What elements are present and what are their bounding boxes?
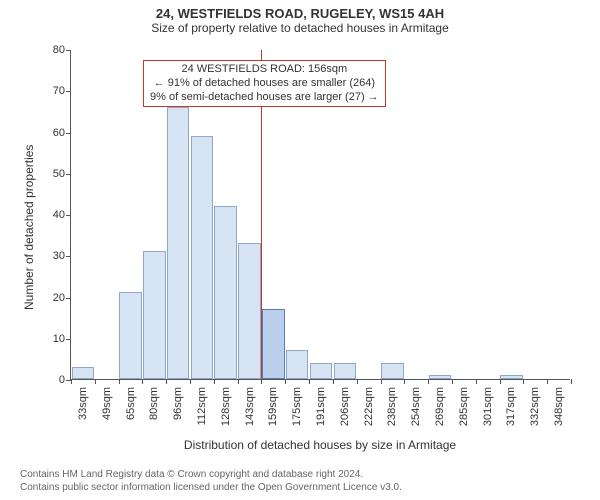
footer-attribution: Contains HM Land Registry data © Crown c… bbox=[0, 469, 600, 494]
x-tick-label: 49sqm bbox=[101, 387, 113, 420]
x-tick bbox=[285, 379, 286, 384]
y-axis-label: Number of detached properties bbox=[22, 145, 36, 310]
x-tick-label: 128sqm bbox=[220, 387, 232, 426]
footer-line: Contains public sector information licen… bbox=[20, 482, 600, 495]
histogram-bar bbox=[191, 136, 214, 379]
x-tick bbox=[142, 379, 143, 384]
histogram-bar bbox=[310, 363, 333, 380]
x-tick bbox=[476, 379, 477, 384]
x-tick-label: 301sqm bbox=[482, 387, 494, 426]
footer-line: Contains HM Land Registry data © Crown c… bbox=[20, 469, 600, 482]
histogram-bar bbox=[334, 363, 357, 380]
x-tick bbox=[428, 379, 429, 384]
y-tick-label: 60 bbox=[53, 127, 71, 139]
x-tick-label: 332sqm bbox=[529, 387, 541, 426]
x-tick-label: 33sqm bbox=[77, 387, 89, 420]
chart-subtitle: Size of property relative to detached ho… bbox=[0, 21, 600, 35]
histogram-bar bbox=[381, 363, 404, 380]
histogram-bar bbox=[167, 107, 190, 379]
histogram-bar bbox=[238, 243, 261, 379]
y-tick-label: 70 bbox=[53, 85, 71, 97]
x-tick-label: 65sqm bbox=[125, 387, 137, 420]
x-tick-label: 238sqm bbox=[386, 387, 398, 426]
x-tick-label: 112sqm bbox=[196, 387, 208, 425]
x-tick bbox=[166, 379, 167, 384]
y-tick-label: 80 bbox=[53, 44, 71, 56]
x-tick-label: 348sqm bbox=[553, 387, 565, 426]
histogram-bar bbox=[72, 367, 95, 379]
y-tick-label: 30 bbox=[53, 250, 71, 262]
x-tick-label: 80sqm bbox=[148, 387, 160, 420]
x-tick-label: 222sqm bbox=[363, 387, 375, 426]
annotation-line: 9% of semi-detached houses are larger (2… bbox=[150, 91, 379, 105]
annotation-box: 24 WESTFIELDS ROAD: 156sqm← 91% of detac… bbox=[143, 60, 386, 107]
plot-region: 0102030405060708033sqm49sqm65sqm80sqm96s… bbox=[70, 50, 570, 380]
x-tick bbox=[547, 379, 548, 384]
x-tick-label: 285sqm bbox=[458, 387, 470, 426]
x-tick-label: 159sqm bbox=[267, 387, 279, 426]
x-tick-label: 96sqm bbox=[172, 387, 184, 420]
histogram-bar bbox=[214, 206, 237, 379]
x-tick bbox=[95, 379, 96, 384]
x-tick bbox=[214, 379, 215, 384]
histogram-bar bbox=[286, 350, 309, 379]
x-tick-label: 191sqm bbox=[315, 387, 327, 426]
histogram-bar bbox=[262, 309, 285, 379]
x-tick bbox=[452, 379, 453, 384]
y-tick-label: 20 bbox=[53, 292, 71, 304]
x-tick-label: 254sqm bbox=[410, 387, 422, 426]
x-tick bbox=[261, 379, 262, 384]
annotation-line: 24 WESTFIELDS ROAD: 156sqm bbox=[150, 63, 379, 77]
x-tick bbox=[309, 379, 310, 384]
y-tick-label: 50 bbox=[53, 168, 71, 180]
x-tick-label: 143sqm bbox=[244, 387, 256, 426]
x-axis-label: Distribution of detached houses by size … bbox=[70, 438, 570, 452]
x-tick-label: 317sqm bbox=[505, 387, 517, 426]
annotation-line: ← 91% of detached houses are smaller (26… bbox=[150, 77, 379, 91]
chart-title: 24, WESTFIELDS ROAD, RUGELEY, WS15 4AH bbox=[0, 0, 600, 21]
x-tick bbox=[523, 379, 524, 384]
x-tick-label: 269sqm bbox=[434, 387, 446, 426]
x-tick-label: 175sqm bbox=[291, 387, 303, 426]
y-tick-label: 10 bbox=[53, 333, 71, 345]
x-tick bbox=[571, 379, 572, 384]
x-tick bbox=[404, 379, 405, 384]
x-tick bbox=[500, 379, 501, 384]
histogram-bar bbox=[500, 375, 523, 379]
x-tick bbox=[357, 379, 358, 384]
histogram-bar bbox=[119, 292, 142, 379]
histogram-bar bbox=[143, 251, 166, 379]
x-tick bbox=[381, 379, 382, 384]
y-tick-label: 40 bbox=[53, 209, 71, 221]
x-tick-label: 206sqm bbox=[339, 387, 351, 426]
x-tick bbox=[71, 379, 72, 384]
x-tick bbox=[190, 379, 191, 384]
x-tick bbox=[238, 379, 239, 384]
y-tick-label: 0 bbox=[59, 374, 71, 386]
x-tick bbox=[333, 379, 334, 384]
histogram-bar bbox=[429, 375, 452, 379]
x-tick bbox=[119, 379, 120, 384]
chart-area: 0102030405060708033sqm49sqm65sqm80sqm96s… bbox=[70, 50, 570, 380]
